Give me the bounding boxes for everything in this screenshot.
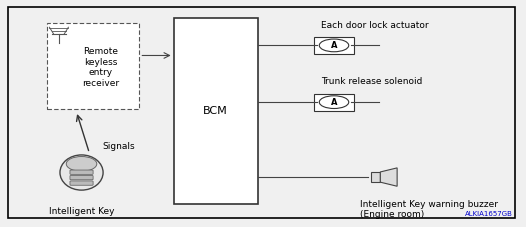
Circle shape (319, 39, 349, 52)
Bar (315, 94, 353, 111)
Text: Trunk release solenoid: Trunk release solenoid (321, 77, 422, 86)
Text: Intelligent Key: Intelligent Key (49, 207, 114, 216)
Bar (371, 172, 380, 182)
FancyBboxPatch shape (70, 181, 93, 185)
Text: BCM: BCM (203, 106, 228, 116)
FancyBboxPatch shape (70, 175, 93, 180)
Bar (315, 37, 353, 54)
Text: Intelligent Key warning buzzer
(Engine room): Intelligent Key warning buzzer (Engine r… (360, 200, 498, 219)
Ellipse shape (60, 155, 103, 190)
Bar (174, 18, 258, 204)
Text: A: A (331, 98, 337, 107)
Text: Signals: Signals (103, 142, 135, 151)
Bar (47, 23, 139, 109)
Text: Remote
keyless
entry
receiver: Remote keyless entry receiver (82, 47, 119, 88)
Text: Each door lock actuator: Each door lock actuator (321, 20, 429, 30)
Circle shape (319, 96, 349, 109)
FancyBboxPatch shape (70, 170, 93, 174)
Text: A: A (331, 41, 337, 50)
Polygon shape (380, 168, 397, 186)
Ellipse shape (66, 157, 97, 171)
Text: ALKIA1657GB: ALKIA1657GB (465, 211, 513, 217)
